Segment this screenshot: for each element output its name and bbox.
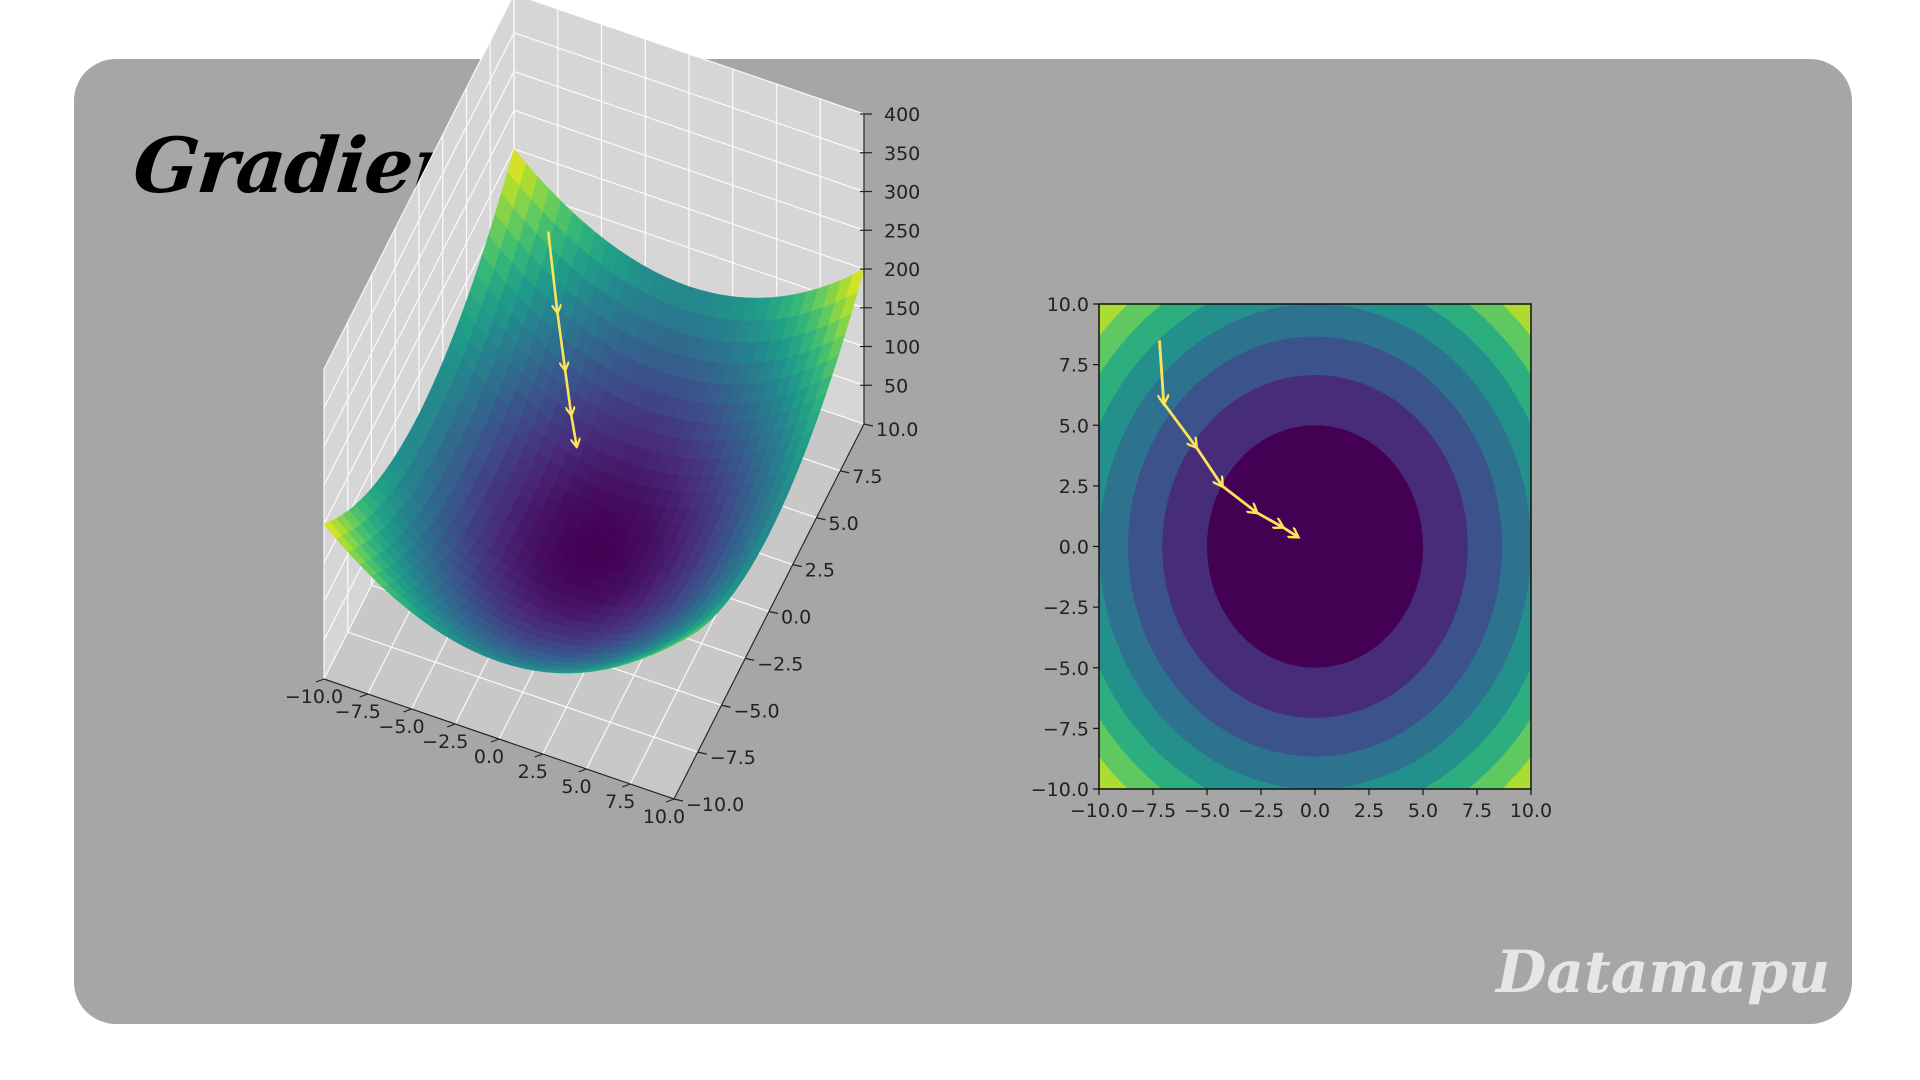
x-tick-label: −10.0: [285, 686, 343, 708]
y-tick-label: −7.5: [1043, 718, 1089, 740]
x-tick-label: −2.5: [422, 731, 468, 753]
x-tick-label: −5.0: [1184, 800, 1230, 822]
y-tick-label: −10.0: [1031, 779, 1089, 801]
x-tick: [359, 693, 368, 698]
y-tick: [768, 610, 779, 615]
x-tick-label: 2.5: [518, 761, 548, 783]
z-tick-label: 350: [884, 143, 920, 165]
surface-3d-plot: −10.0−7.5−5.0−2.50.02.55.07.510.0−10.0−7…: [285, 0, 920, 828]
x-tick: [578, 768, 587, 773]
y-tick: [673, 798, 684, 802]
x-tick: [534, 753, 543, 758]
z-tick-label: 150: [884, 298, 920, 320]
descent-arrow: [546, 231, 557, 313]
x-tick-label: 10.0: [643, 806, 685, 828]
x-tick: [447, 723, 456, 728]
x-tick-label: 5.0: [561, 776, 591, 798]
y-tick: [840, 470, 850, 474]
descent-arrow: [1281, 525, 1298, 537]
axis-lines: [323, 114, 865, 800]
x-tick-label: −5.0: [378, 716, 424, 738]
y-tick-label: −5.0: [734, 700, 780, 722]
y-tick-label: 2.5: [1059, 476, 1089, 498]
descent-arrow: [1162, 402, 1196, 447]
y-tick-label: 7.5: [1059, 355, 1089, 377]
x-tick-label: 0.0: [1300, 800, 1330, 822]
y-tick: [721, 704, 731, 708]
card-background: Gradient Descent −10.0−7.5−5.0−2.50.02.5…: [74, 0, 1852, 1024]
contour-plot: −10.0 −7.5 −5.0 −2.5 0.0 2.5 5.0 7.5 10.0−10.0−7…: [1031, 294, 1552, 822]
y-tick-label: 2.5: [805, 560, 835, 582]
x-tick: [622, 783, 631, 788]
x-tick-label: −7.5: [335, 701, 381, 723]
y-tick-label: −2.5: [1043, 597, 1089, 619]
x-tick-label: −10.0: [1070, 800, 1128, 822]
x-tick: [665, 798, 675, 803]
y-tick-label: −2.5: [757, 653, 803, 675]
y-tick-label: 5.0: [1059, 415, 1089, 437]
y-tick-label: −10.0: [686, 794, 744, 816]
descent-arrow: [569, 414, 576, 447]
y-tick: [792, 564, 802, 568]
axis-ticks: −10.0−7.5−5.0−2.50.02.55.07.510.0−10.0−7…: [285, 104, 920, 828]
y-tick-label: 7.5: [852, 466, 882, 488]
y-tick: [697, 751, 707, 755]
surface-mesh: [323, 148, 865, 674]
y-tick: [863, 423, 874, 427]
x-tick-label: 5.0: [1408, 800, 1438, 822]
x-tick: [490, 738, 500, 743]
y-tick-label: 10.0: [876, 419, 918, 441]
z-tick-label: 300: [884, 182, 920, 204]
descent-arrow: [1255, 511, 1283, 528]
y-tick-label: 10.0: [1047, 294, 1089, 316]
descent-arrow: [556, 312, 565, 369]
y-tick-label: 0.0: [1059, 537, 1089, 559]
y-tick-label: 5.0: [829, 513, 859, 535]
z-tick-label: 100: [884, 337, 920, 359]
y-tick: [745, 657, 755, 661]
watermark-logo: Datamapu: [1496, 938, 1830, 1006]
z-tick-label: 400: [884, 104, 920, 126]
y-tick-label: 0.0: [781, 607, 811, 629]
descent-arrow: [1195, 446, 1222, 486]
contour-fill: [1099, 304, 1531, 789]
x-tick: [403, 708, 412, 713]
descent-arrow: [1221, 484, 1257, 513]
y-tick-label: −7.5: [710, 747, 756, 769]
descent-arrow: [563, 369, 571, 415]
contour-band: [1207, 425, 1423, 668]
x-tick: [315, 678, 325, 683]
x-tick-label: −7.5: [1130, 800, 1176, 822]
surface-patch: [507, 148, 526, 187]
x-tick-label: 0.0: [474, 746, 504, 768]
descent-arrow: [1159, 340, 1163, 403]
x-tick-label: 2.5: [1354, 800, 1384, 822]
z-tick-label: 50: [884, 375, 908, 397]
z-tick-label: 250: [884, 220, 920, 242]
x-tick-label: 7.5: [1462, 800, 1492, 822]
x-tick-label: 7.5: [605, 791, 635, 813]
x-tick-label: 10.0: [1510, 800, 1552, 822]
z-tick-label: 200: [884, 259, 920, 281]
y-tick: [816, 517, 826, 521]
x-tick-label: −2.5: [1238, 800, 1284, 822]
y-tick-label: −5.0: [1043, 658, 1089, 680]
